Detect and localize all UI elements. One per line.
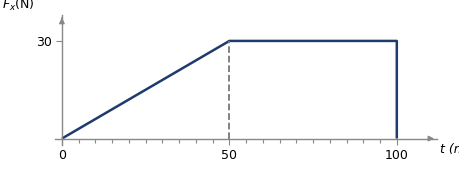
Text: t (msec): t (msec) (439, 143, 459, 156)
Text: $F_x$(N): $F_x$(N) (2, 0, 35, 13)
